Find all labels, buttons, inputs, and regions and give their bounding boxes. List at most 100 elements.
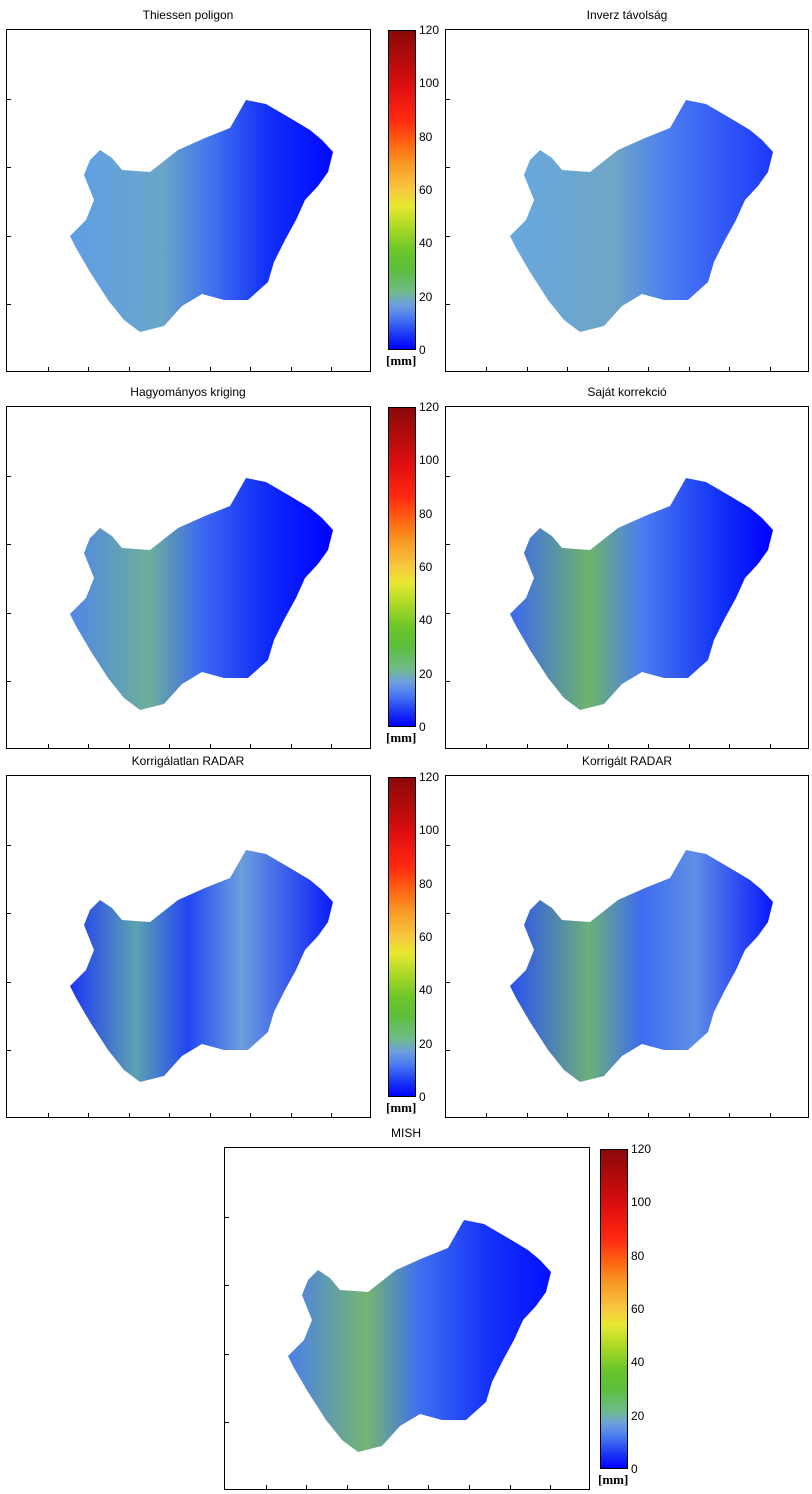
axis-tick — [608, 744, 609, 748]
axis-tick — [210, 744, 211, 748]
panel-title-corrected-radar: Korrigált RADAR — [581, 754, 673, 768]
axis-tick — [7, 982, 11, 983]
axis-tick — [446, 681, 450, 682]
axis-tick — [210, 367, 211, 371]
hungary-map-thiessen — [70, 100, 333, 332]
axis-tick — [7, 845, 11, 846]
colorbar-3 — [388, 777, 416, 1097]
colorbar-tick-label: 120 — [631, 1142, 652, 1156]
axis-tick — [770, 1113, 771, 1117]
colorbar-tick-label: 20 — [419, 666, 433, 681]
axis-tick — [225, 1354, 229, 1355]
hungary-map-mish — [288, 1220, 551, 1452]
colorbar-tick-label: 120 — [419, 23, 440, 37]
axis-tick — [7, 476, 11, 477]
axis-tick — [347, 1485, 348, 1489]
axis-tick — [469, 1485, 470, 1489]
colorbar-tick-label: 80 — [419, 506, 433, 521]
axis-tick — [88, 367, 89, 371]
axis-tick — [88, 1113, 89, 1117]
axis-tick — [291, 1113, 292, 1117]
axis-tick — [129, 367, 130, 371]
colorbar-tick-label: 20 — [419, 1036, 433, 1051]
axis-tick — [689, 1113, 690, 1117]
axis-tick — [7, 613, 11, 614]
panel-title-own-correction: Saját korrekció — [587, 385, 667, 399]
axis-tick — [486, 367, 487, 371]
colorbar-unit-label: [mm] — [386, 730, 417, 745]
colorbar-tick-label: 80 — [631, 1248, 645, 1263]
axis-tick — [225, 1422, 229, 1423]
colorbar-unit-label: [mm] — [386, 353, 417, 368]
colorbar-tick-label: 80 — [419, 876, 433, 891]
axis-tick — [446, 613, 450, 614]
axis-tick — [306, 1485, 307, 1489]
axis-tick — [210, 1113, 211, 1117]
colorbar-tick-label: 100 — [419, 76, 440, 91]
axis-tick — [7, 544, 11, 545]
colorbar-tick-label: 0 — [631, 1462, 638, 1476]
axis-tick — [7, 167, 11, 168]
axis-tick — [689, 367, 690, 371]
axis-tick — [250, 1113, 251, 1117]
colorbar-tick-label: 100 — [631, 1195, 652, 1210]
axis-tick — [7, 1050, 11, 1051]
axis-tick — [527, 367, 528, 371]
colorbar-tick-label: 40 — [419, 613, 433, 628]
axis-tick — [527, 744, 528, 748]
colorbar-tick-label: 40 — [419, 983, 433, 998]
hungary-map-kriging — [70, 478, 333, 710]
axis-tick — [48, 744, 49, 748]
axis-tick — [729, 367, 730, 371]
colorbar-unit-label: [mm] — [386, 1100, 417, 1115]
axis-tick — [225, 1285, 229, 1286]
axis-tick — [446, 845, 450, 846]
axis-tick — [446, 913, 450, 914]
colorbar-4 — [600, 1149, 628, 1469]
axis-tick — [446, 236, 450, 237]
colorbar-tick-label: 120 — [419, 400, 440, 414]
axis-tick — [331, 744, 332, 748]
axis-tick — [770, 367, 771, 371]
colorbar-tick-label: 20 — [419, 289, 433, 304]
colorbar-tick-label: 20 — [631, 1408, 645, 1423]
axis-tick — [169, 367, 170, 371]
axis-tick — [446, 544, 450, 545]
axis-tick — [648, 367, 649, 371]
axis-tick — [648, 1113, 649, 1117]
hungary-map-uncorrected-radar — [70, 850, 333, 1082]
axis-tick — [729, 1113, 730, 1117]
colorbar-1 — [388, 30, 416, 350]
axis-tick — [486, 744, 487, 748]
colorbar-tick-label: 60 — [631, 1302, 645, 1316]
axis-tick — [129, 1113, 130, 1117]
axis-tick — [428, 1485, 429, 1489]
axis-tick — [48, 367, 49, 371]
colorbar-tick-label: 80 — [419, 129, 433, 144]
colorbar-tick-label: 40 — [631, 1355, 645, 1370]
axis-tick — [446, 167, 450, 168]
axis-tick — [550, 1485, 551, 1489]
axis-tick — [689, 744, 690, 748]
axis-tick — [527, 1113, 528, 1117]
axis-tick — [510, 1485, 511, 1489]
axis-tick — [446, 476, 450, 477]
colorbar-tick-label: 60 — [419, 560, 433, 574]
colorbar-2 — [388, 407, 416, 727]
axis-tick — [770, 744, 771, 748]
axis-tick — [291, 367, 292, 371]
colorbar-tick-label: 100 — [419, 453, 440, 468]
axis-tick — [7, 681, 11, 682]
axis-tick — [7, 99, 11, 100]
axis-tick — [331, 1113, 332, 1117]
panel-title-kriging: Hagyományos kriging — [130, 385, 246, 399]
axis-tick — [648, 744, 649, 748]
axis-tick — [446, 1050, 450, 1051]
axis-tick — [567, 744, 568, 748]
axis-tick — [129, 744, 130, 748]
axis-tick — [88, 744, 89, 748]
axis-tick — [225, 1217, 229, 1218]
axis-tick — [486, 1113, 487, 1117]
axis-tick — [446, 982, 450, 983]
